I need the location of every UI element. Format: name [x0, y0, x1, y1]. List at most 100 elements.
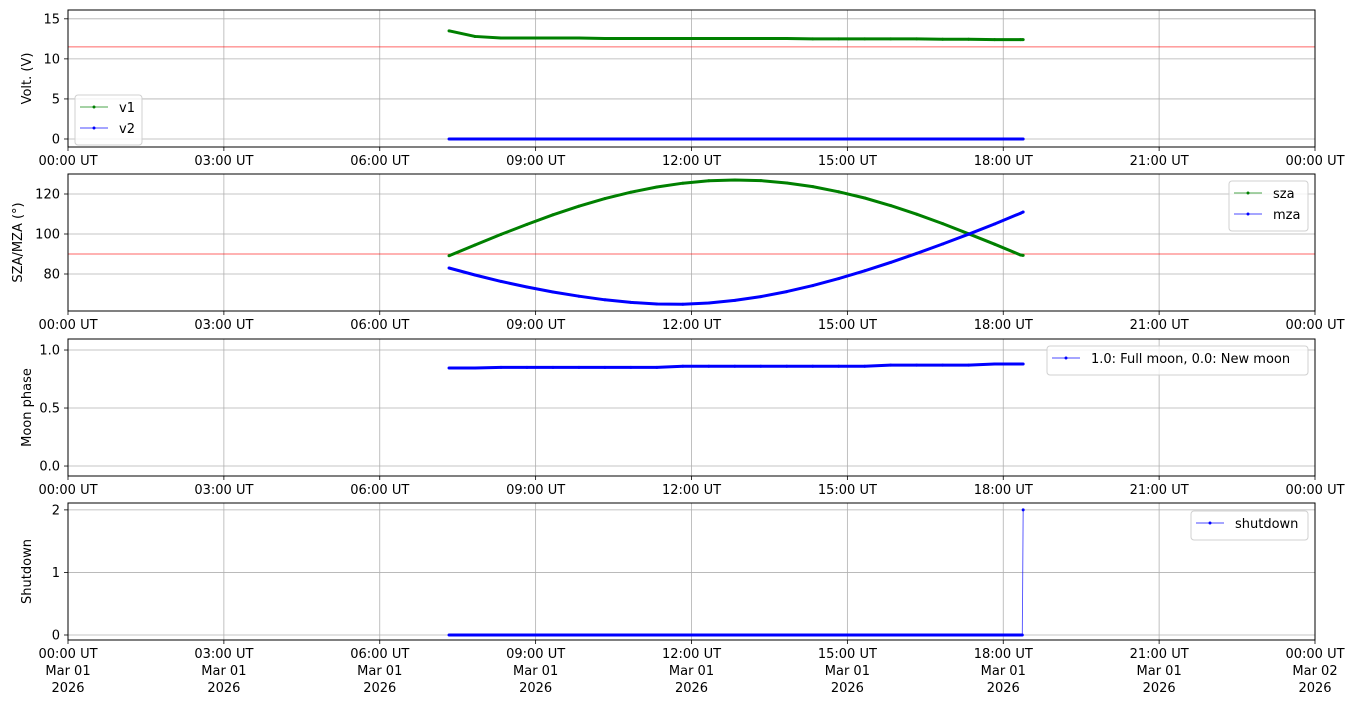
data-point: [681, 302, 685, 306]
legend: shutdown: [1190, 510, 1309, 541]
data-point: [1021, 210, 1025, 214]
data-point: [811, 633, 815, 637]
data-point: [681, 36, 685, 40]
data-point: [967, 363, 971, 367]
data-point: [785, 181, 789, 185]
data-point: [629, 36, 633, 40]
x-tick-label-line: 03:00 UT: [194, 154, 253, 169]
legend-marker-v2: [92, 126, 96, 130]
legend-marker-mza: [1246, 212, 1250, 216]
data-point: [993, 38, 997, 42]
x-tick-label: 15:00 UT Mar 01 2026: [818, 647, 877, 696]
x-tick-label: 06:00 UT: [350, 483, 409, 498]
data-point: [473, 273, 477, 277]
axes-frame: [67, 9, 1316, 148]
subplot-3: 00:00 UT 03:00 UT 06:00 UT 09:00 UT 12:00 UT…: [20, 338, 1345, 498]
x-tick-label: 06:00 UT: [350, 318, 409, 333]
data-point: [837, 633, 841, 637]
legend-marker-1.0: Full moon, 0.0: New moon: [1064, 356, 1068, 360]
data-point: [551, 365, 555, 369]
data-point: [629, 190, 633, 194]
x-tick-label-line: 00:00 UT: [38, 154, 97, 169]
data-point: [1019, 211, 1023, 215]
data-point: [733, 137, 737, 141]
x-tick-label: 00:00 UT: [1285, 318, 1344, 333]
data-point: [941, 222, 945, 226]
x-tick-label: 06:00 UT Mar 01 2026: [350, 647, 409, 696]
x-tick-label: 09:00 UT: [506, 318, 565, 333]
axes-frame: [67, 338, 1316, 477]
data-point: [785, 290, 789, 294]
legend-frame: [74, 94, 143, 146]
data-point: [655, 185, 659, 189]
data-point: [473, 366, 477, 370]
data-point: [863, 196, 867, 200]
x-tick-label-line: 09:00 UT: [506, 154, 565, 169]
data-point: [473, 243, 477, 247]
y-axis-label: Volt. (V): [20, 53, 35, 105]
data-point: [525, 365, 529, 369]
data-point: [525, 285, 529, 289]
data-point: [785, 633, 789, 637]
x-tick-label-line: 15:00 UT: [818, 647, 877, 662]
data-point: [577, 633, 581, 637]
data-point: [733, 633, 737, 637]
x-tick-label: 18:00 UT: [974, 483, 1033, 498]
data-point: [941, 37, 945, 41]
y-tick-label: 5: [52, 92, 60, 107]
data-point: [811, 284, 815, 288]
x-tick-label-line: Mar 01: [1137, 664, 1182, 679]
x-tick-label: 00:00 UT: [1285, 154, 1344, 169]
x-tick-label-line: Mar 01: [357, 664, 402, 679]
data-point: [993, 222, 997, 226]
data-point: [785, 364, 789, 368]
data-point: [473, 137, 477, 141]
data-point: [603, 197, 607, 201]
data-point: [655, 137, 659, 141]
data-point: [941, 633, 945, 637]
y-tick-label: 80: [43, 268, 60, 283]
x-tick-label-line: 06:00 UT: [350, 647, 409, 662]
x-tick-label-line: 2026: [831, 681, 864, 696]
data-point: [499, 137, 503, 141]
y-tick-label: 120: [35, 188, 60, 203]
legend-frame: [1190, 510, 1309, 541]
series-markers-v1: [448, 29, 1024, 42]
data-point: [941, 137, 945, 141]
data-point: [655, 302, 659, 306]
x-tick-label-line: 2026: [1143, 681, 1176, 696]
legend-frame: [1228, 180, 1309, 232]
legend-label: v1: [119, 101, 135, 116]
data-point: [941, 363, 945, 367]
data-point: [915, 37, 919, 41]
x-tick-label-line: 00:00 UT: [38, 647, 97, 662]
legend-marker-sza: [1246, 191, 1250, 195]
data-point: [733, 364, 737, 368]
data-point: [889, 204, 893, 208]
x-tick-label-line: 03:00 UT: [194, 647, 253, 662]
data-point: [577, 365, 581, 369]
x-tick-label-line: Mar 02: [1292, 664, 1337, 679]
data-point: [603, 137, 607, 141]
x-tick-label-line: 2026: [1298, 681, 1331, 696]
x-tick-label: 03:00 UT Mar 01 2026: [194, 647, 253, 696]
data-point: [655, 36, 659, 40]
x-tick-label-line: 00:00 UT: [1285, 318, 1344, 333]
x-tick-label-line: 2026: [51, 681, 84, 696]
x-tick-label-line: 21:00 UT: [1130, 318, 1189, 333]
data-point: [499, 633, 503, 637]
data-point: [967, 137, 971, 141]
x-tick-label-line: 21:00 UT: [1130, 154, 1189, 169]
data-point: [551, 213, 555, 217]
data-point: [967, 37, 971, 41]
legend-frame: [1046, 345, 1309, 376]
x-tick-label-line: 18:00 UT: [974, 318, 1033, 333]
data-point: [915, 137, 919, 141]
data-point: [1019, 137, 1023, 141]
data-point: [993, 242, 997, 246]
data-point: [889, 363, 893, 367]
legend-label: shutdown: [1235, 517, 1298, 532]
x-tick-label: 21:00 UT Mar 01 2026: [1130, 647, 1189, 696]
data-point: [1021, 253, 1025, 257]
